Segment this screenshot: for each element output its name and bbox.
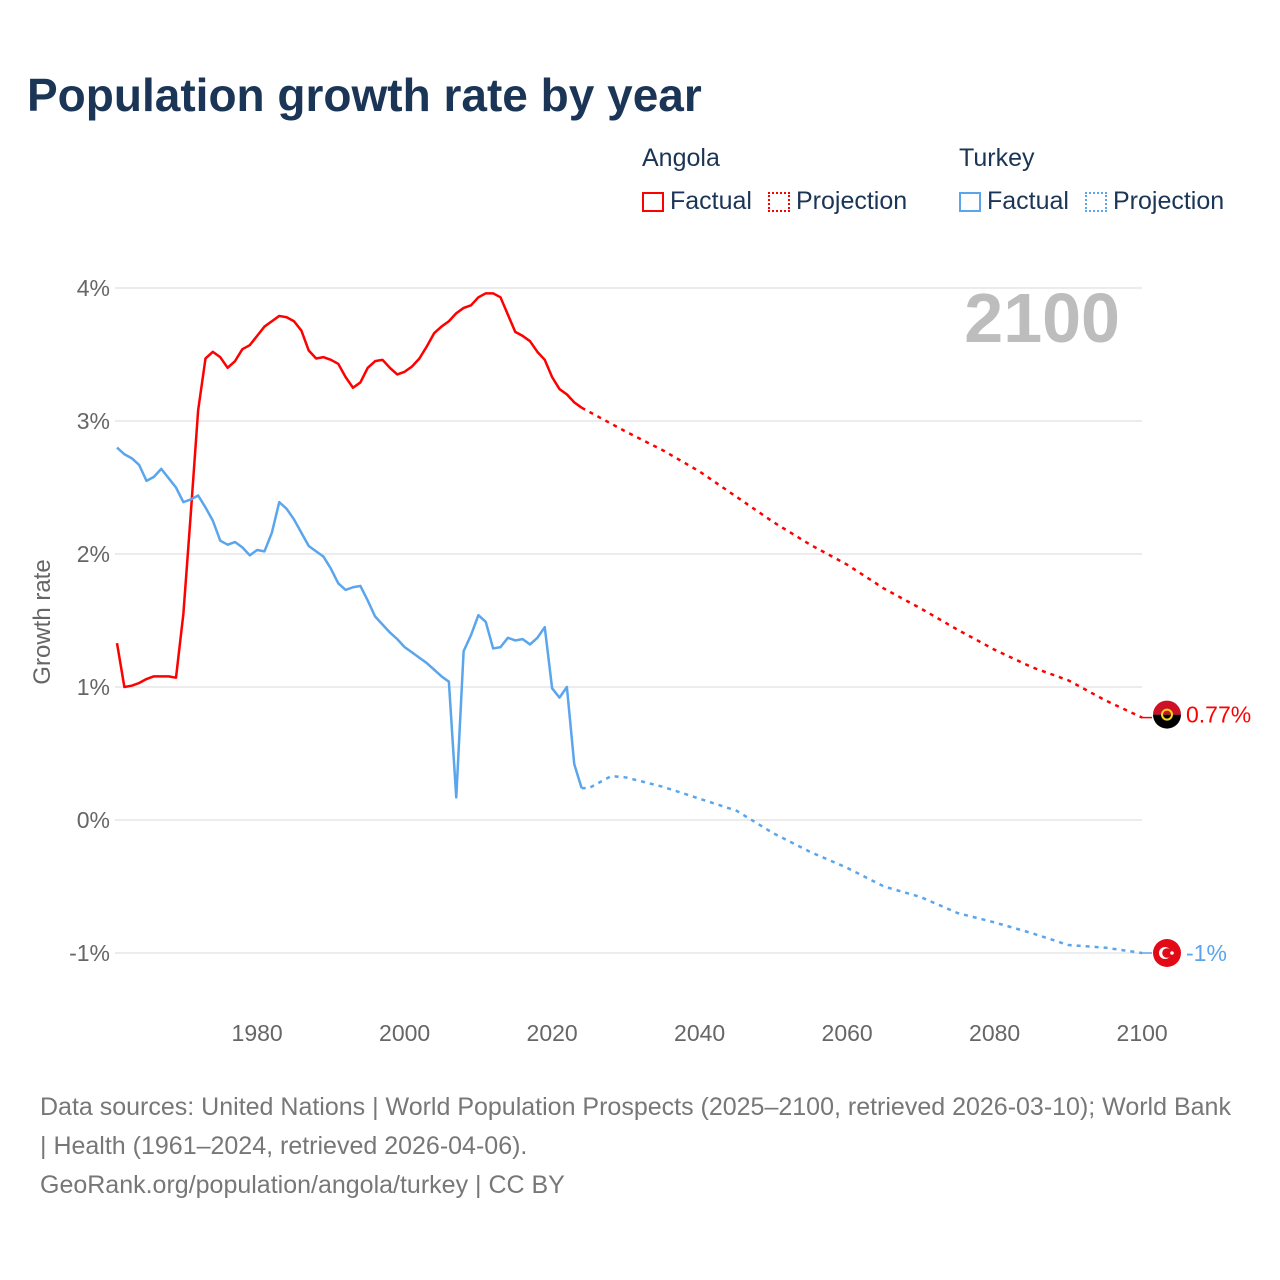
year-watermark: 2100 [964,279,1120,357]
y-tick-label: 1% [77,674,110,700]
dotted-swatch-icon [767,191,790,212]
chart-plot: 4% 3% 2% 1% 0% -1% 1980 2000 2020 2040 2060 2080 210… [29,275,1251,1046]
y-tick-label: 4% [77,275,110,301]
dotted-swatch-icon [1084,191,1107,212]
legend-turkey-factual[interactable]: Factual [959,187,1069,216]
x-tick-label: 2100 [1117,1020,1168,1046]
legend-country-label: Angola [642,144,720,172]
turkey-end-label: -1% [1186,940,1227,966]
flag-red-half [1153,700,1181,715]
y-tick-label: 0% [77,807,110,833]
turkey-projection-line [581,774,1143,955]
legend-turkey-projection[interactable]: Projection [1084,187,1225,216]
angola-end-label: 0.77% [1186,702,1251,728]
x-tick-label: 2060 [822,1020,873,1046]
angola-projection-line [581,406,1143,719]
data-sources: Data sources: United Nations | World Pop… [40,1093,1231,1160]
x-tick-label: 2080 [969,1020,1020,1046]
y-tick-label: -1% [69,940,110,966]
x-tick-label: 2000 [379,1020,430,1046]
flag-star [1170,951,1174,955]
y-axis-label: Growth rate [29,559,56,684]
legend-angola-projection[interactable]: Projection [767,187,908,216]
legend-label: Projection [1112,187,1225,215]
legend-angola-factual[interactable]: Factual [642,187,752,216]
legend-label: Factual [987,187,1069,215]
legend-country-label: Turkey [959,144,1035,172]
x-tick-label: 2040 [674,1020,725,1046]
legend-turkey: Turkey Factual Projection [959,144,1224,216]
x-tick-label: 1980 [232,1020,283,1046]
legend-label: Factual [670,187,752,215]
flag-crescent-cut [1162,948,1172,958]
legend-label: Projection [795,187,908,215]
flag-black-half [1153,714,1181,729]
flag-emblem [1161,708,1173,721]
y-tick-label: 3% [77,408,110,434]
y-tick-label: 2% [77,541,110,567]
angola-flag-icon [1153,700,1181,729]
x-tick-label: 2020 [527,1020,578,1046]
turkey-factual-line [116,446,583,799]
solid-swatch-icon [642,191,664,212]
solid-swatch-icon [959,191,981,212]
angola-factual-line [115,292,583,689]
source-link[interactable]: GeoRank.org/population/angola/turkey | C… [40,1171,565,1199]
turkey-flag-icon [1153,939,1181,967]
legend-angola: Angola Factual Projection [642,144,907,216]
chart-title: Population growth rate by year [27,69,702,121]
footer: Data sources: United Nations | World Pop… [40,1088,1240,1205]
